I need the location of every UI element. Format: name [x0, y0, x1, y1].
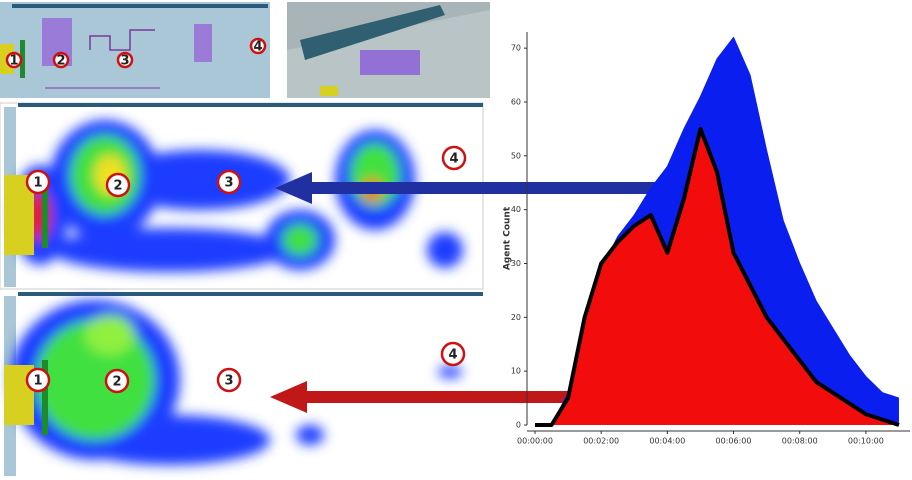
- label-number: 1: [9, 54, 18, 69]
- x-tick-label: 00:02:00: [583, 437, 619, 446]
- y-tick-label: 0: [516, 421, 521, 430]
- label-number: 4: [449, 152, 458, 167]
- page: {"chart_data": {"type": "area", "ylabel"…: [0, 0, 912, 480]
- x-tick-label: 00:00:00: [517, 437, 553, 446]
- heatmap-top: [0, 103, 483, 289]
- 3d-view: [287, 2, 490, 98]
- label-number: 3: [224, 176, 233, 191]
- label-number: 4: [448, 348, 457, 363]
- label-number: 1: [33, 374, 42, 389]
- label-number: 4: [253, 40, 262, 55]
- label-number: 3: [120, 54, 129, 69]
- y-tick-label: 10: [511, 367, 521, 376]
- x-tick-label: 00:10:00: [848, 437, 884, 446]
- y-tick-label: 60: [511, 97, 521, 106]
- figure: 01020304050607000:00:0000:02:0000:04:000…: [0, 0, 912, 480]
- heatmap-bottom: [4, 292, 483, 476]
- y-tick-label: 50: [511, 151, 521, 160]
- floor-plan: [0, 2, 270, 98]
- y-tick-label: 70: [511, 44, 521, 53]
- label-number: 2: [113, 179, 122, 194]
- x-tick-label: 00:06:00: [716, 437, 752, 446]
- label-number: 3: [224, 374, 233, 389]
- y-tick-label: 20: [511, 313, 521, 322]
- x-tick-label: 00:08:00: [782, 437, 818, 446]
- y-axis-title: Agent Count: [503, 206, 513, 270]
- label-number: 2: [112, 375, 121, 390]
- x-tick-label: 00:04:00: [649, 437, 685, 446]
- label-number: 1: [33, 176, 42, 191]
- label-number: 2: [56, 54, 65, 69]
